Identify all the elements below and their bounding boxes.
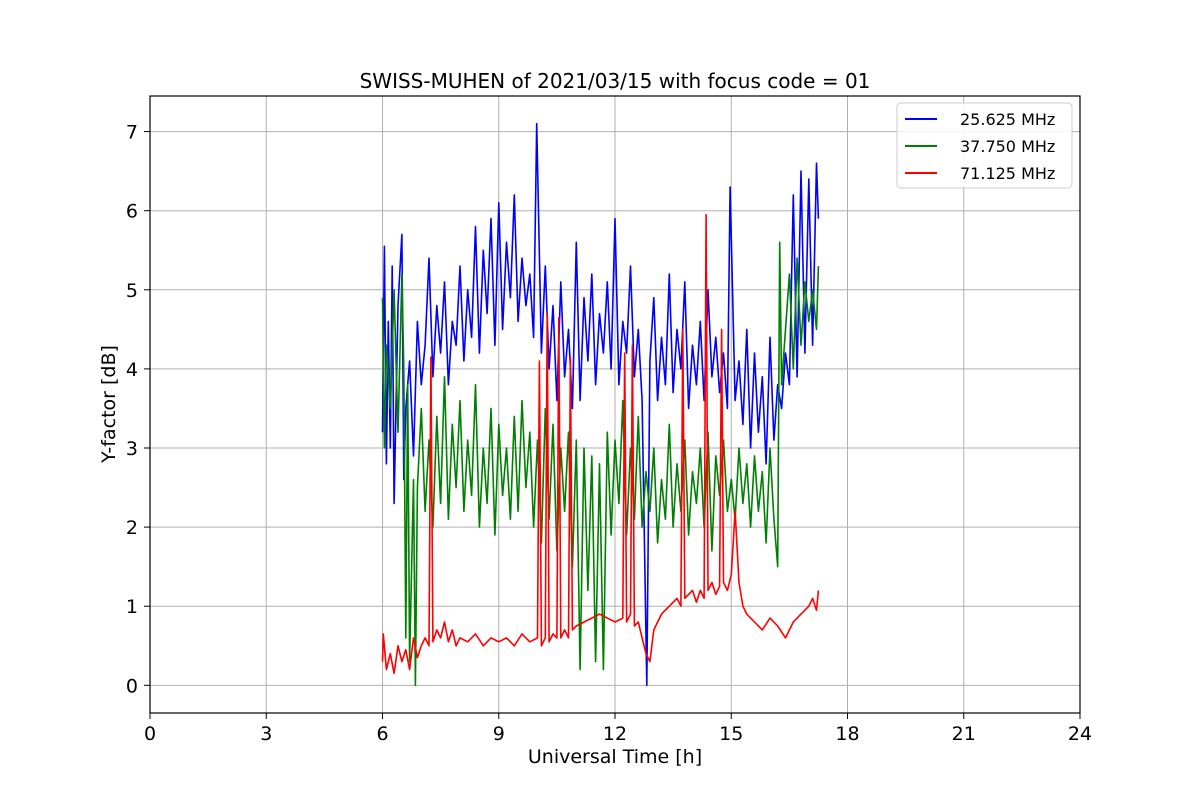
x-axis-label: Universal Time [h] <box>528 746 702 768</box>
series-line-2 <box>381 241 820 687</box>
legend-label-1: 25.625 MHz <box>960 110 1055 129</box>
x-tick-label: 9 <box>493 723 505 745</box>
series-layer <box>381 122 820 687</box>
y-tick-label: 1 <box>126 596 138 618</box>
y-tick-label: 3 <box>126 438 138 460</box>
legend-label-3: 71.125 MHz <box>960 164 1055 183</box>
legend: 25.625 MHz 37.750 MHz 71.125 MHz <box>896 102 1073 189</box>
y-axis-label: Y-factor [dB] <box>98 345 120 464</box>
x-tick-label: 0 <box>144 723 156 745</box>
x-tick-label: 6 <box>376 723 388 745</box>
y-tick-label: 0 <box>126 675 138 697</box>
y-tick-label: 5 <box>126 280 138 302</box>
series-line-1 <box>381 122 820 687</box>
legend-label-2: 37.750 MHz <box>960 137 1055 156</box>
x-tick-label: 15 <box>719 723 743 745</box>
x-tick-label: 3 <box>260 723 272 745</box>
x-tick-label: 21 <box>952 723 976 745</box>
x-tick-label: 18 <box>835 723 859 745</box>
series-line-3 <box>381 213 820 675</box>
y-tick-label: 2 <box>126 517 138 539</box>
chart-title: SWISS-MUHEN of 2021/03/15 with focus cod… <box>360 69 871 93</box>
y-axis: 0 1 2 3 4 5 6 7 <box>126 122 150 697</box>
y-tick-label: 4 <box>126 359 138 381</box>
x-axis: 0 3 6 9 12 15 18 21 24 <box>144 713 1092 745</box>
y-tick-label: 7 <box>126 122 138 144</box>
x-tick-label: 12 <box>603 723 627 745</box>
y-tick-label: 6 <box>126 201 138 223</box>
x-tick-label: 24 <box>1068 723 1092 745</box>
legend-box <box>896 102 1073 189</box>
